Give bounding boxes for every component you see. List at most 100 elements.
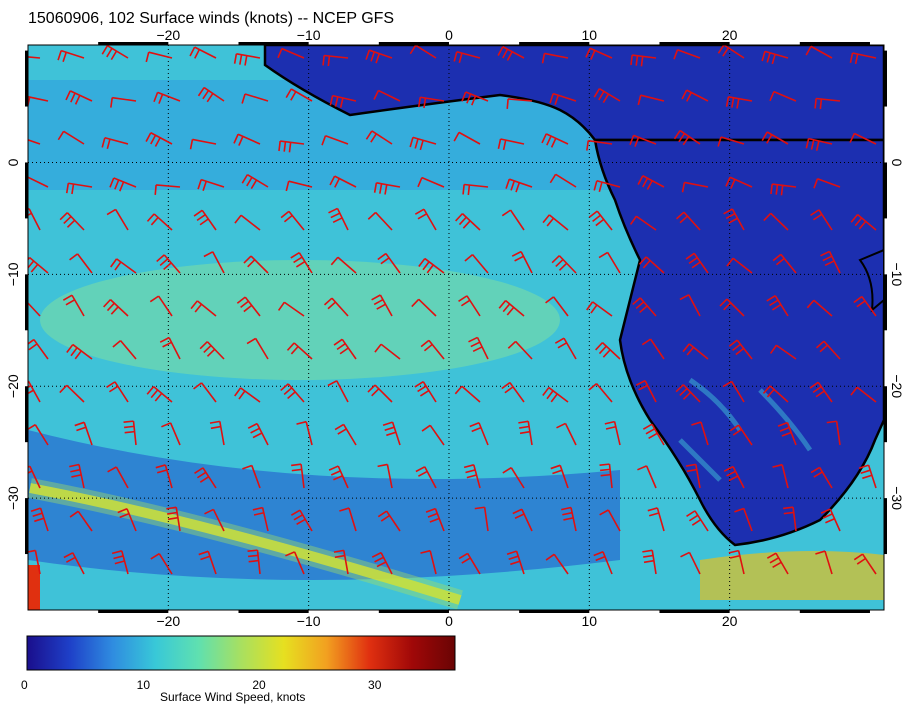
wind-barb	[111, 550, 129, 575]
wind-barb	[110, 258, 137, 274]
weak-band-south	[28, 430, 620, 580]
axis-bar-top	[378, 42, 449, 45]
wind-barb	[629, 215, 657, 231]
wind-barb	[65, 90, 93, 105]
wind-barb	[280, 383, 305, 403]
wind-barb	[588, 383, 613, 403]
wind-barb	[409, 136, 437, 151]
wind-barb	[417, 96, 445, 109]
wind-barb	[59, 384, 85, 403]
wind-barb	[458, 295, 481, 317]
wind-barb	[161, 422, 181, 446]
wind-barb	[69, 253, 93, 274]
axis-bar-top	[519, 42, 590, 45]
wind-barb	[464, 254, 489, 274]
wind-barb	[291, 463, 305, 489]
wind-barb	[766, 294, 789, 317]
colorbar-tick-label: 30	[368, 678, 382, 692]
wind-barb	[377, 463, 393, 489]
wind-barb	[145, 51, 173, 63]
wind-barb	[66, 343, 93, 360]
wind-barb	[593, 551, 613, 575]
wind-barb	[474, 506, 489, 532]
strong-band-se	[700, 551, 884, 600]
wind-barb	[241, 173, 269, 190]
wind-barb	[197, 178, 225, 191]
wind-barb	[506, 98, 533, 109]
wind-barb	[242, 464, 261, 489]
lon-label: 0	[445, 613, 453, 629]
wind-barb	[377, 510, 401, 532]
wind-barb	[453, 131, 481, 145]
inland-wind-streaks	[678, 377, 813, 482]
wind-barb	[593, 180, 621, 193]
wind-barb	[728, 339, 753, 360]
wind-barb	[106, 208, 129, 231]
wind-barb	[810, 466, 833, 489]
wind-barb	[28, 301, 41, 317]
wind-barb	[233, 53, 261, 66]
wind-barb	[330, 256, 357, 274]
axis-bar-right	[884, 498, 887, 555]
wind-barb	[365, 130, 393, 145]
wind-barb	[198, 550, 217, 575]
wind-barb	[454, 385, 481, 403]
wind-barb	[561, 506, 577, 532]
wind-barb	[728, 549, 745, 575]
wind-barb	[763, 212, 789, 231]
wind-barb	[772, 463, 789, 489]
wind-barb	[117, 508, 137, 532]
axis-bar-bottom	[659, 610, 730, 613]
wind-barb	[377, 252, 401, 274]
axis-bar-left	[25, 162, 28, 219]
wind-barb	[586, 139, 613, 151]
wind-barb	[101, 45, 129, 61]
lon-label: 20	[722, 27, 738, 43]
wind-barb	[673, 49, 701, 60]
wind-barb	[850, 386, 877, 403]
wind-barb	[107, 466, 129, 489]
wind-barb	[541, 133, 569, 148]
wind-barb	[106, 381, 129, 403]
wind-barb	[146, 213, 173, 231]
wind-barb	[28, 549, 41, 575]
axis-bar-right	[884, 274, 887, 331]
wind-barb	[57, 49, 85, 62]
wind-barb	[339, 507, 357, 532]
wind-barb	[717, 136, 745, 147]
wind-barb	[371, 551, 393, 575]
wind-barb	[209, 420, 225, 446]
wind-barb	[285, 88, 313, 102]
wind-barb	[468, 336, 489, 360]
axis-bar-bottom	[378, 610, 449, 613]
axis-bar-bottom	[519, 610, 590, 613]
wind-barb	[647, 507, 665, 532]
wind-barb	[810, 209, 833, 231]
wind-barb	[512, 508, 533, 532]
wind-barb	[57, 130, 85, 145]
axis-bar-bottom	[799, 610, 870, 613]
wind-barb	[420, 339, 445, 360]
wind-barb	[373, 89, 401, 102]
wind-barb	[769, 344, 797, 360]
wind-barb	[455, 213, 481, 231]
wind-barb	[382, 421, 401, 446]
wind-barb	[502, 466, 525, 489]
wind-barb	[150, 552, 173, 575]
wind-barb	[549, 92, 577, 105]
wind-barb	[679, 294, 701, 317]
wind-barb	[806, 299, 833, 317]
jet-streak	[29, 483, 462, 605]
wind-barb	[62, 294, 85, 317]
wind-barb	[101, 137, 129, 150]
wind-barb	[813, 178, 841, 189]
wind-barb	[675, 384, 701, 403]
colorbar-tick-label: 20	[252, 678, 266, 692]
wind-barb	[153, 91, 181, 104]
wind-barb	[333, 338, 357, 360]
trade-wind-core	[40, 260, 560, 380]
wind-barb	[415, 466, 437, 489]
wind-barb	[329, 175, 357, 188]
wind-barb	[277, 301, 305, 317]
wind-barb	[632, 297, 657, 317]
